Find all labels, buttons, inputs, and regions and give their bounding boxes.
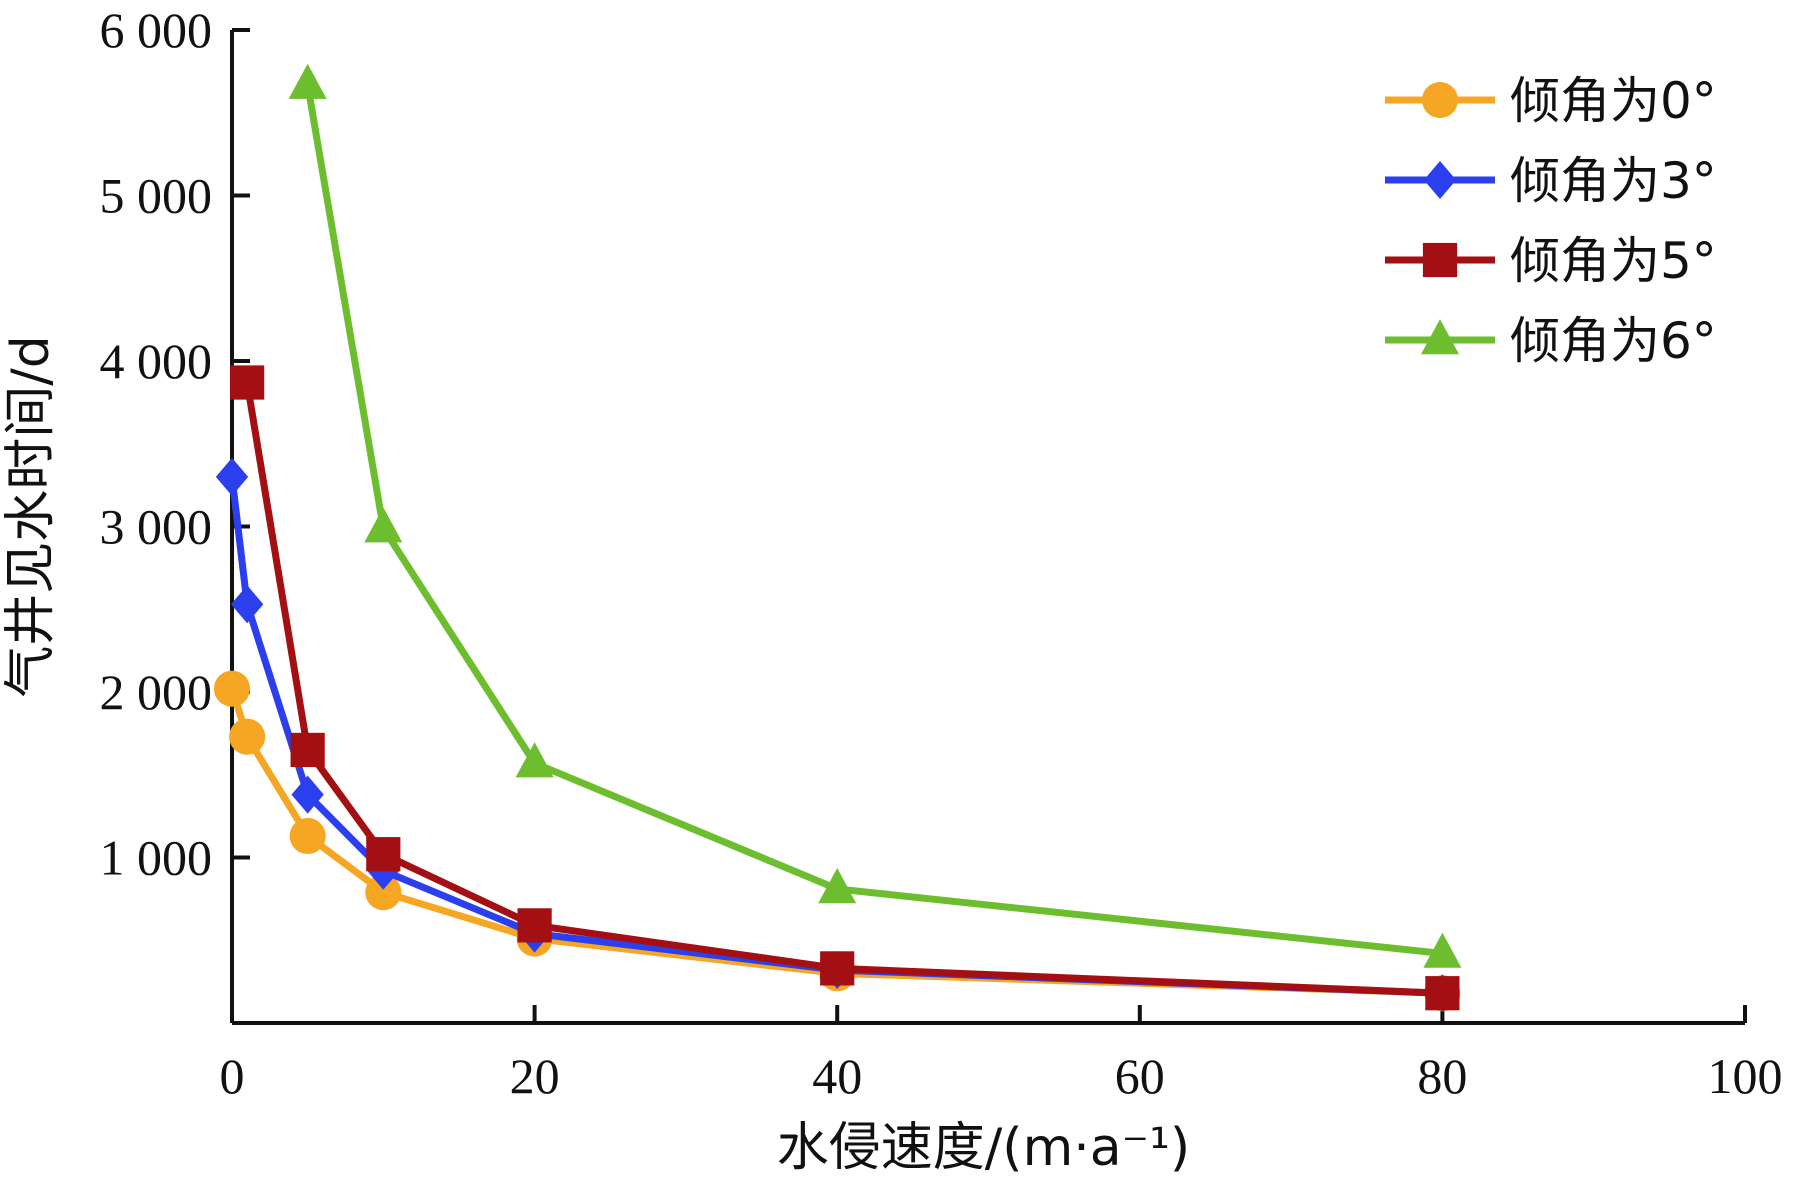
x-axis-title: 水侵速度/(m·a⁻¹)	[777, 1118, 1190, 1178]
data-point	[365, 874, 402, 911]
data-point	[289, 817, 326, 855]
y-tick-label: 6 000	[100, 2, 213, 58]
data-point	[818, 868, 857, 904]
data-point	[1423, 932, 1462, 968]
x-tick-label: 40	[812, 1048, 862, 1104]
data-point	[230, 365, 265, 400]
legend-swatch-marker	[1422, 242, 1458, 278]
axes: 0 20 40 60 80 100 1 000 2 000 3 000 4 000 5 000 6 …	[100, 2, 1783, 1104]
data-point	[290, 732, 325, 768]
data-point	[229, 718, 266, 755]
legend-label: 倾角为5°	[1510, 232, 1717, 290]
series-1	[215, 457, 1459, 1013]
series-line	[228, 476, 1443, 997]
data-point	[366, 837, 401, 872]
series-2	[230, 365, 1460, 1011]
series-line	[243, 381, 1443, 997]
data-point	[515, 742, 554, 778]
y-tick-label: 4 000	[100, 333, 213, 389]
series-line	[228, 687, 1443, 997]
legend: 倾角为0° 倾角为3° 倾角为5° 倾角为6°	[1385, 72, 1717, 370]
legend-item: 倾角为5°	[1385, 232, 1717, 290]
data-point	[230, 585, 264, 624]
series-line	[304, 84, 1443, 957]
data-point	[215, 457, 249, 496]
legend-swatch-marker	[1421, 81, 1459, 119]
legend-item: 倾角为0°	[1385, 72, 1717, 130]
legend-item: 倾角为6°	[1385, 312, 1717, 370]
data-point	[213, 670, 251, 707]
x-axis-ticks: 0 20 40 60 80 100	[220, 1005, 1783, 1104]
y-axis-ticks: 1 000 2 000 3 000 4 000 5 000 6 000	[100, 2, 250, 886]
x-tick-label: 80	[1417, 1048, 1467, 1104]
legend-label: 倾角为6°	[1510, 312, 1717, 370]
y-tick-label: 2 000	[100, 664, 213, 720]
data-point	[364, 507, 403, 543]
data-point	[1425, 976, 1460, 1011]
x-tick-label: 100	[1708, 1048, 1783, 1104]
data-point	[291, 775, 324, 814]
series-3	[288, 63, 1462, 968]
data-point	[288, 63, 327, 99]
y-tick-label: 1 000	[100, 830, 213, 886]
y-axis-title: 气井见水时间/d	[1, 335, 61, 698]
x-tick-label: 20	[510, 1048, 560, 1104]
y-tick-label: 3 000	[100, 499, 213, 555]
x-tick-label: 0	[220, 1048, 245, 1104]
series-layer	[213, 63, 1462, 1013]
data-point	[820, 951, 855, 986]
legend-item: 倾角为3°	[1385, 152, 1717, 210]
x-tick-label: 60	[1115, 1048, 1165, 1104]
y-tick-label: 5 000	[100, 168, 213, 224]
legend-label: 倾角为3°	[1510, 152, 1717, 210]
legend-swatch-marker	[1423, 161, 1457, 199]
legend-label: 倾角为0°	[1510, 72, 1717, 130]
data-point	[517, 908, 552, 943]
legend-swatch-marker	[1421, 319, 1459, 355]
